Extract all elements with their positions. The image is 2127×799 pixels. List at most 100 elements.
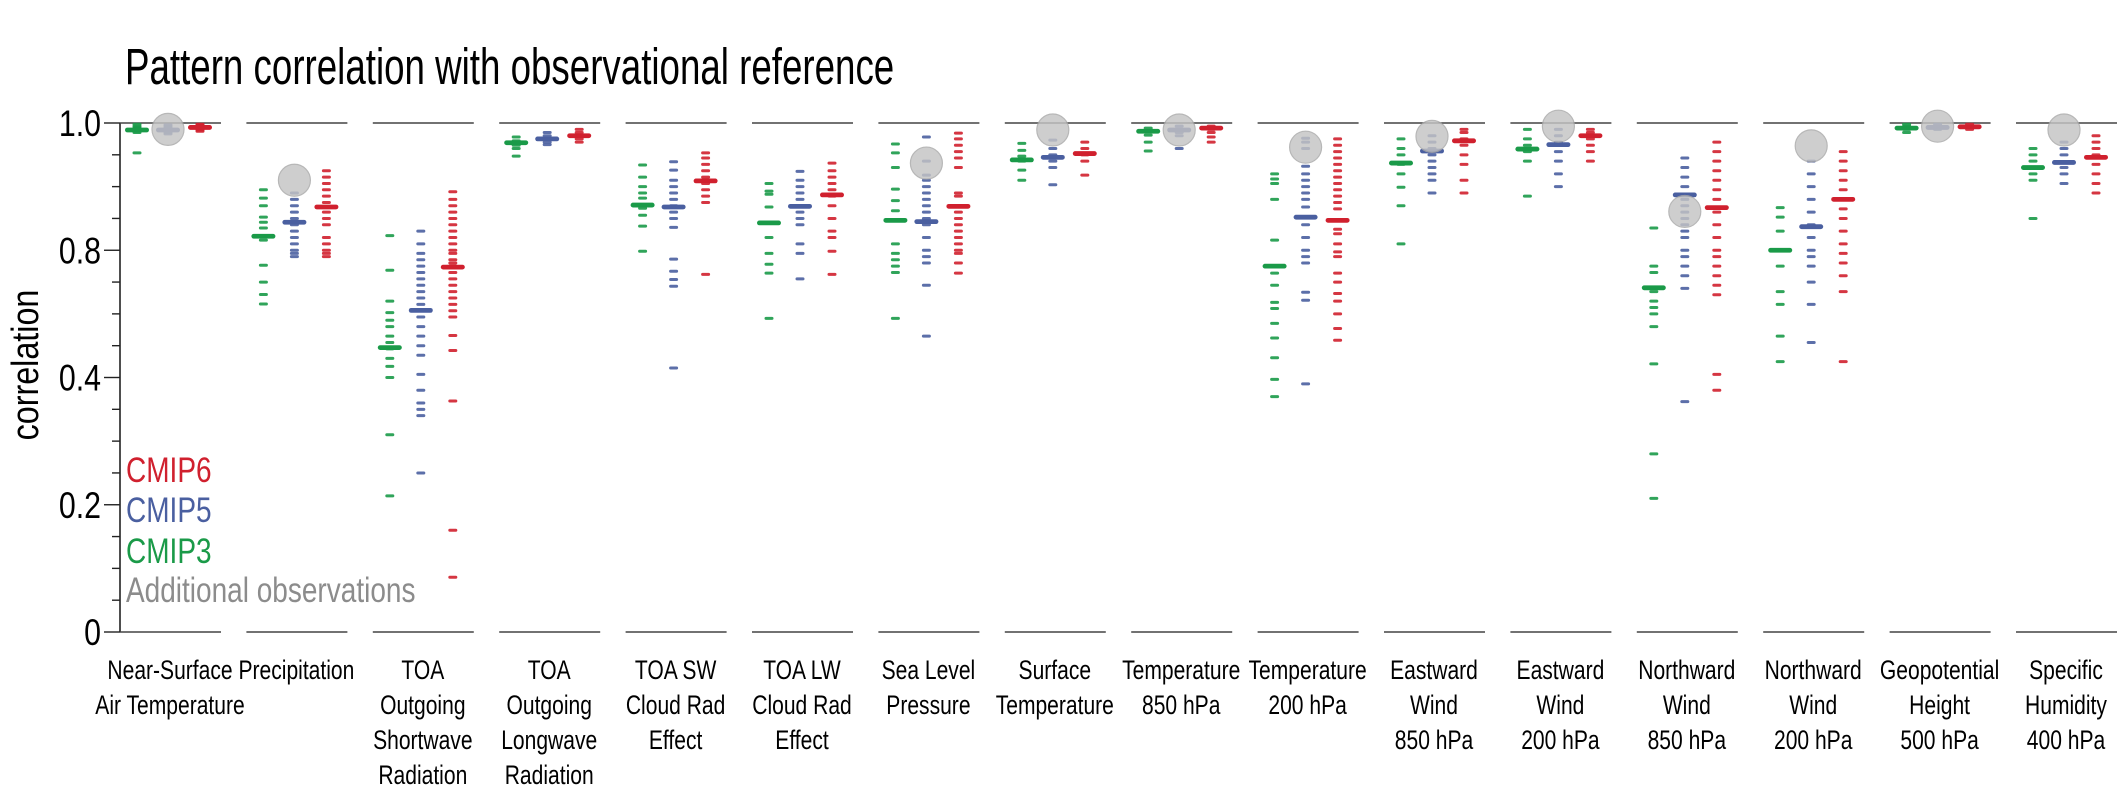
cmip5-model-mark <box>1301 236 1311 240</box>
category-label: Shortwave <box>373 726 472 756</box>
panel: TOA Outgoing Shortwave Radiation <box>372 122 474 791</box>
cmip6-model-mark <box>953 223 963 227</box>
cmip5-model-mark <box>289 216 299 220</box>
cmip6-model-mark <box>953 216 963 220</box>
cmip6-model-mark <box>1080 159 1090 163</box>
cmip6-model-mark <box>1712 372 1722 376</box>
obs-marker <box>1415 119 1449 153</box>
cmip3-model-mark <box>258 188 268 192</box>
category-label: Wind <box>1663 691 1711 721</box>
cmip5-model-mark <box>1806 197 1816 201</box>
cmip6-model-mark <box>1712 274 1722 278</box>
cmip5-model-mark <box>1806 280 1816 284</box>
category-label: Northward <box>1765 656 1862 686</box>
category-label: Wind <box>1789 691 1837 721</box>
cmip3-model-mark <box>1143 126 1153 130</box>
panel: TOA LW Cloud Rad Effect <box>752 122 853 756</box>
cmip6-model-mark <box>1712 264 1722 268</box>
cmip5-model-mark <box>1301 248 1311 252</box>
cmip3-mean-mark <box>1641 285 1666 291</box>
cmip3-model-mark <box>1396 204 1406 208</box>
cmip3-model-mark <box>638 213 648 217</box>
obs-marker <box>2047 113 2081 147</box>
cmip3-model-mark <box>1143 133 1153 137</box>
cmip6-model-mark <box>1333 338 1343 342</box>
cmip3-model-mark <box>1270 181 1280 185</box>
cmip6-model-mark <box>2091 162 2101 166</box>
cmip5-model-mark <box>289 204 299 208</box>
cmip5-model-mark <box>1806 264 1816 268</box>
cmip6-model-mark <box>321 188 331 192</box>
cmip3-model-mark <box>1649 299 1659 303</box>
cmip3-model-mark <box>2028 178 2038 182</box>
cmip5-model-mark <box>795 169 805 173</box>
cmip3-model-mark <box>1649 271 1659 275</box>
cmip6-model-mark <box>448 223 458 227</box>
cmip5-model-mark <box>1048 183 1058 187</box>
cmip3-model-mark <box>1649 306 1659 310</box>
cmip3-model-mark <box>1522 159 1532 163</box>
cmip5-model-mark <box>669 257 679 261</box>
cmip3-model-mark <box>764 251 774 255</box>
cmip5-model-mark <box>795 242 805 246</box>
y-axis: 1.0 0.8 0.4 0.2 0 <box>59 103 121 654</box>
cmip3-model-mark <box>1522 137 1532 141</box>
cmip6-model-mark <box>701 188 711 192</box>
cmip3-model-mark <box>1649 290 1659 294</box>
cmip3-model-mark <box>385 356 395 360</box>
cmip6-model-mark <box>448 216 458 220</box>
cmip6-model-mark <box>1712 255 1722 259</box>
cmip3-model-mark <box>1649 325 1659 329</box>
cmip5-model-mark <box>669 168 679 172</box>
cmip5-model-mark <box>1427 172 1437 176</box>
cmip6-model-mark <box>1459 162 1469 166</box>
cmip6-mean-mark <box>1704 205 1729 211</box>
cmip3-model-mark <box>638 206 648 210</box>
cmip6-model-mark <box>1333 181 1343 185</box>
cmip6-model-mark <box>1712 159 1722 163</box>
cmip6-model-mark <box>448 348 458 352</box>
cmip3-model-mark <box>1902 131 1912 135</box>
cmip5-model-mark <box>1301 255 1311 259</box>
panel: Near-Surface Air Temperature <box>95 112 245 721</box>
cmip5-mean-mark <box>661 204 686 210</box>
cmip3-model-mark <box>890 142 900 146</box>
cmip6-model-mark <box>1333 175 1343 179</box>
cmip6-model-mark <box>953 271 963 275</box>
cmip6-model-mark <box>448 277 458 281</box>
cmip5-model-mark <box>416 407 426 411</box>
cmip3-model-mark <box>1143 149 1153 153</box>
category-label: Longwave <box>501 726 597 756</box>
cmip5-model-mark <box>1301 290 1311 294</box>
cmip5-model-mark <box>1301 261 1311 265</box>
cmip3-mean-mark <box>757 220 781 226</box>
cmip3-model-mark <box>1270 271 1280 275</box>
cmip6-model-mark <box>1333 292 1343 296</box>
cmip6-model-mark <box>1080 146 1090 150</box>
cmip6-model-mark <box>1838 159 1848 163</box>
cmip5-model-mark <box>1553 185 1563 189</box>
cmip5-model-mark <box>416 229 426 233</box>
cmip5-model-mark <box>1048 159 1058 163</box>
cmip6-model-mark <box>701 162 711 166</box>
cmip6-model-mark <box>1333 227 1343 231</box>
cmip3-mean-mark <box>1136 128 1161 134</box>
cmip6-model-mark <box>321 181 331 185</box>
cmip3-mean-mark <box>1768 247 1793 253</box>
cmip6-model-mark <box>448 258 458 262</box>
cmip6-model-mark <box>1838 188 1848 192</box>
cmip6-model-mark <box>448 242 458 246</box>
cmip3-model-mark <box>764 189 774 193</box>
cmip5-model-mark <box>1680 286 1690 290</box>
cmip6-model-mark <box>1712 210 1722 214</box>
category-label: Radiation <box>505 761 594 791</box>
cmip5-model-mark <box>1680 255 1690 259</box>
cmip6-mean-mark <box>1957 124 1982 130</box>
cmip6-mean-mark <box>820 192 844 198</box>
cmip5-model-mark <box>416 353 426 357</box>
obs-marker <box>1920 109 1955 143</box>
legend-cmip3: CMIP3 <box>126 531 212 571</box>
cmip3-model-mark <box>890 199 900 203</box>
cmip6-model-mark <box>1712 223 1722 227</box>
cmip5-model-mark <box>416 277 426 281</box>
